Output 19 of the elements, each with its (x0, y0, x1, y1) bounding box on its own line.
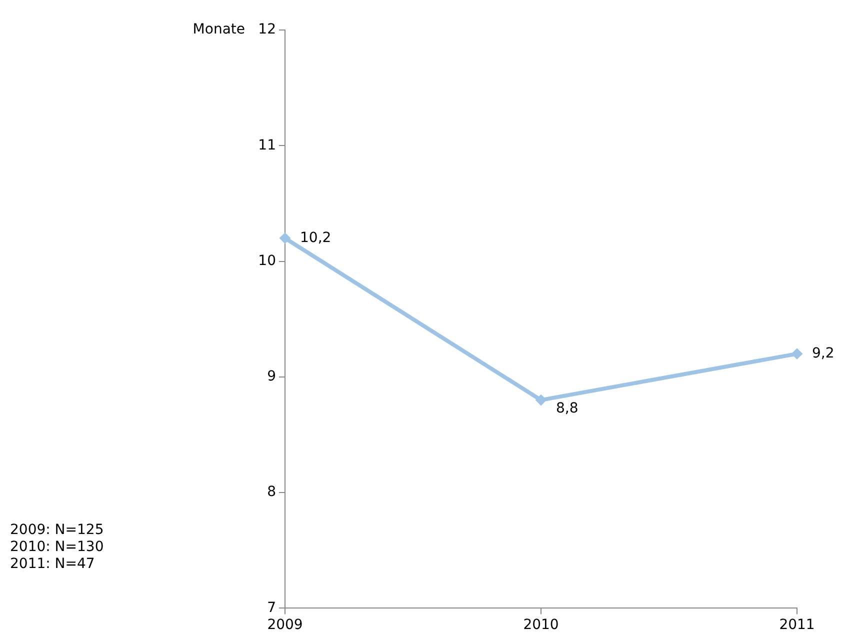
data-label: 9,2 (812, 345, 834, 362)
data-label: 10,2 (300, 230, 332, 246)
data-label: 8,8 (556, 400, 578, 417)
text: 2009: N=125 (10, 522, 104, 538)
text: 2010: N=130 (10, 538, 104, 555)
y-axis-title: Monate (192, 22, 245, 38)
y-tick-label: 12 (258, 22, 276, 38)
y-tick-label: 10 (258, 252, 276, 269)
y-tick-label: 7 (267, 600, 276, 616)
point (280, 232, 290, 244)
y-tick-label: 9 (267, 368, 276, 385)
text: 2011: N=47 (10, 556, 95, 572)
point (792, 348, 802, 360)
point (536, 394, 546, 406)
y-tick-label: 11 (258, 137, 276, 154)
x-tick-label: 2009 (267, 617, 303, 634)
x-tick-label: 2011 (779, 617, 815, 634)
y-tick-label: 8 (267, 484, 276, 500)
x-tick-label: 2010 (523, 617, 559, 634)
